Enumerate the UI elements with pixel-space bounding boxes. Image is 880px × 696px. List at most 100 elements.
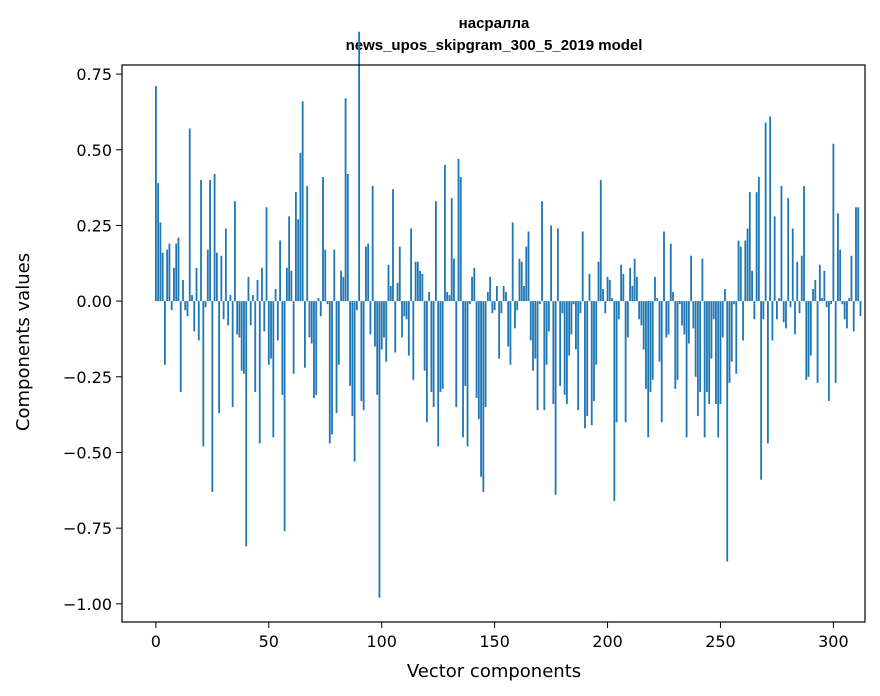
- bar: [211, 301, 214, 492]
- bar: [495, 285, 498, 302]
- bar: [202, 301, 205, 447]
- bar: [398, 246, 401, 302]
- bar: [807, 301, 810, 377]
- x-tick-label: 0: [151, 632, 161, 651]
- bar: [681, 301, 683, 326]
- bar: [674, 301, 677, 389]
- bar: [570, 301, 573, 335]
- bar: [656, 298, 659, 302]
- bar: [486, 292, 489, 302]
- bar: [640, 301, 643, 326]
- bar: [753, 301, 756, 320]
- x-tick-label: 300: [818, 632, 849, 651]
- bar: [721, 301, 724, 338]
- bar: [290, 270, 293, 302]
- bar: [374, 301, 376, 347]
- bar: [419, 270, 422, 302]
- bar: [446, 292, 449, 302]
- bar: [401, 301, 403, 338]
- bar: [365, 246, 367, 302]
- bar: [827, 301, 830, 402]
- bar: [538, 301, 541, 305]
- bar: [505, 292, 507, 302]
- bar: [658, 301, 661, 362]
- bar: [166, 249, 169, 302]
- bar: [839, 249, 842, 302]
- bar: [215, 252, 218, 302]
- bar: [776, 301, 778, 320]
- bar: [234, 201, 236, 302]
- bar: [297, 219, 300, 302]
- bar: [274, 289, 277, 302]
- bar: [292, 301, 295, 374]
- x-axis-label: Vector components: [407, 661, 581, 682]
- bar: [552, 301, 555, 405]
- bar: [324, 249, 327, 302]
- bar: [346, 173, 349, 302]
- bar: [841, 301, 844, 305]
- bar: [173, 267, 175, 302]
- bar: [837, 213, 839, 302]
- bar: [396, 282, 399, 302]
- bar: [577, 301, 580, 411]
- bar: [794, 301, 796, 335]
- bar: [599, 180, 602, 302]
- bar: [687, 301, 690, 344]
- bar: [766, 301, 769, 444]
- bar: [412, 301, 415, 380]
- bar: [294, 192, 297, 302]
- bar: [550, 225, 552, 302]
- bar: [380, 301, 383, 350]
- bar: [541, 201, 543, 302]
- bar: [818, 264, 821, 302]
- bar: [455, 301, 458, 408]
- bar: [182, 279, 184, 302]
- bar: [220, 255, 223, 302]
- bar: [672, 292, 674, 302]
- bar: [534, 301, 537, 359]
- bar: [696, 301, 699, 417]
- bar: [825, 301, 828, 308]
- bar: [407, 301, 410, 356]
- bar: [764, 122, 767, 302]
- bar: [509, 301, 512, 365]
- bar: [322, 177, 324, 302]
- bars-group: [154, 31, 862, 598]
- chart-title-line-1: насралла: [459, 15, 530, 32]
- bar: [663, 231, 665, 302]
- bar: [859, 301, 862, 317]
- bar: [737, 240, 740, 302]
- bar: [669, 243, 672, 302]
- bar: [299, 152, 302, 302]
- bar: [227, 301, 230, 326]
- bar: [236, 301, 239, 335]
- bar: [276, 301, 279, 341]
- bar: [170, 301, 173, 311]
- bar: [466, 301, 469, 447]
- bar: [728, 301, 731, 383]
- bar: [780, 186, 783, 302]
- y-tick-label: −1.00: [63, 595, 112, 614]
- bar: [785, 301, 787, 329]
- bar: [473, 267, 476, 302]
- bar: [613, 301, 616, 501]
- bar: [545, 301, 548, 365]
- bar: [308, 301, 311, 338]
- x-axis-ticks: 0 50 100 150 200 250 300: [151, 622, 849, 651]
- bar: [602, 289, 604, 302]
- bar: [500, 301, 503, 314]
- bar: [518, 258, 521, 302]
- bar: [800, 255, 803, 302]
- bar: [527, 231, 530, 302]
- bar: [712, 301, 715, 320]
- bar: [647, 301, 650, 438]
- bar: [744, 240, 747, 302]
- bar: [416, 261, 419, 302]
- y-tick-label: 0.25: [76, 216, 112, 235]
- bar: [852, 301, 855, 332]
- bar: [726, 301, 729, 562]
- bar: [450, 198, 453, 302]
- bar: [751, 270, 753, 302]
- bar: [755, 192, 758, 302]
- bar: [186, 301, 189, 317]
